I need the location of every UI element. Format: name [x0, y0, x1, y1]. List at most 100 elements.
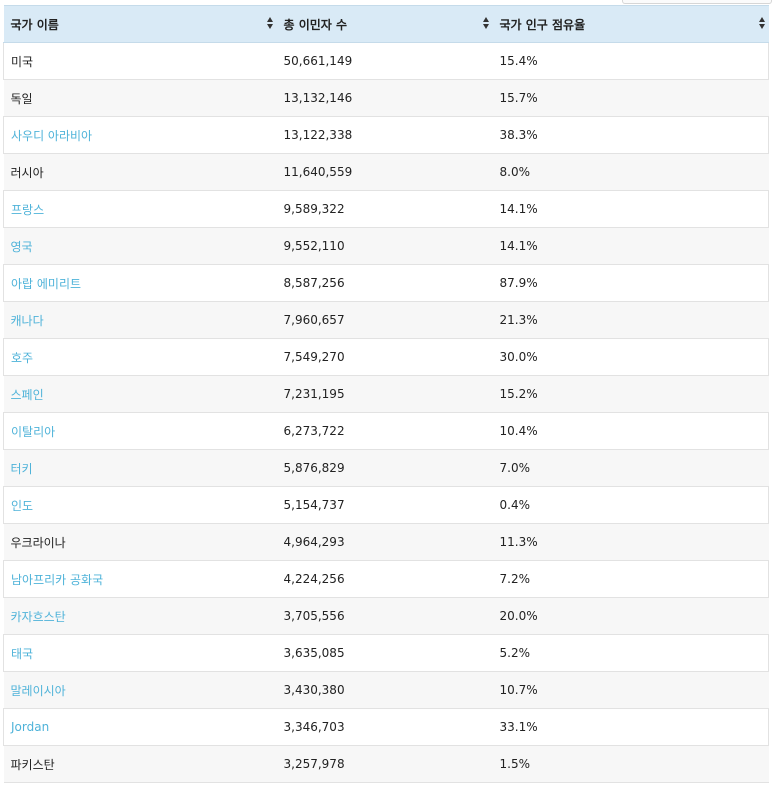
country-link[interactable]: 영국 [10, 239, 33, 254]
population-share-cell: 33.1% [492, 708, 769, 746]
total-immigrants-cell: 6,273,722 [276, 412, 493, 450]
table-row: 프랑스 9,589,322 14.1% [3, 190, 769, 228]
country-link[interactable]: 인도 [11, 498, 34, 513]
sort-updown-icon[interactable] [482, 17, 489, 30]
total-immigrants-cell: 3,257,978 [276, 745, 493, 783]
table-row: 영국 9,552,110 14.1% [3, 227, 769, 265]
top-right-frame-edge [622, 0, 772, 4]
country-link[interactable]: Jordan [11, 720, 50, 734]
table-header: 국가 이름 총 이민자 수 국가 인구 점유율 [3, 5, 769, 43]
table-row: 미국 50,661,149 15.4% [3, 42, 769, 80]
total-immigrants-cell: 8,587,256 [276, 264, 493, 302]
country-cell: 미국 [3, 42, 277, 80]
total-immigrants-cell: 5,154,737 [276, 486, 493, 524]
country-name: 러시아 [10, 165, 44, 180]
total-immigrants-cell: 4,964,293 [276, 523, 493, 561]
total-immigrants-cell: 7,549,270 [276, 338, 493, 376]
country-link[interactable]: 사우디 아라비아 [11, 128, 93, 143]
population-share-cell: 0.4% [492, 486, 769, 524]
country-cell: 사우디 아라비아 [3, 116, 277, 154]
total-immigrants-cell: 9,552,110 [276, 227, 493, 265]
population-share-cell: 87.9% [492, 264, 769, 302]
population-share-cell: 5.2% [492, 634, 769, 672]
total-immigrants-cell: 7,231,195 [276, 375, 493, 413]
country-link[interactable]: 캐나다 [10, 313, 44, 328]
population-share-cell: 7.0% [492, 449, 769, 487]
table-row: 스페인 7,231,195 15.2% [3, 375, 769, 413]
population-share-cell: 20.0% [492, 597, 769, 635]
country-cell: 태국 [3, 634, 277, 672]
immigration-table: 국가 이름 총 이민자 수 국가 인구 점유율 미국 50,661,149 15.4… [3, 5, 769, 783]
population-share-cell: 10.7% [492, 671, 769, 709]
country-cell: 영국 [3, 227, 277, 265]
table-row: 터키 5,876,829 7.0% [3, 449, 769, 487]
column-header-total-immigrants[interactable]: 총 이민자 수 [276, 5, 493, 43]
country-name: 독일 [10, 91, 33, 106]
country-cell: 독일 [3, 79, 277, 117]
country-cell: 카자흐스탄 [3, 597, 277, 635]
total-immigrants-cell: 13,122,338 [276, 116, 493, 154]
sort-updown-icon[interactable] [758, 17, 765, 30]
country-cell: 우크라이나 [3, 523, 277, 561]
country-cell: 남아프리카 공화국 [3, 560, 277, 598]
country-name: 미국 [11, 54, 34, 69]
country-link[interactable]: 터키 [10, 461, 33, 476]
population-share-cell: 15.7% [492, 79, 769, 117]
total-immigrants-cell: 50,661,149 [276, 42, 493, 80]
total-immigrants-cell: 11,640,559 [276, 153, 493, 191]
table-row: 파키스탄 3,257,978 1.5% [3, 745, 769, 783]
table-row: 호주 7,549,270 30.0% [3, 338, 769, 376]
column-header-country[interactable]: 국가 이름 [3, 5, 277, 43]
country-link[interactable]: 말레이시아 [10, 683, 66, 698]
country-cell: 터키 [3, 449, 277, 487]
table-row: Jordan 3,346,703 33.1% [3, 708, 769, 746]
country-cell: Jordan [3, 708, 277, 746]
country-link[interactable]: 태국 [11, 646, 34, 661]
table-row: 러시아 11,640,559 8.0% [3, 153, 769, 191]
country-name: 파키스탄 [10, 757, 55, 772]
population-share-cell: 10.4% [492, 412, 769, 450]
population-share-cell: 14.1% [492, 190, 769, 228]
total-immigrants-cell: 7,960,657 [276, 301, 493, 339]
population-share-cell: 11.3% [492, 523, 769, 561]
table-body: 미국 50,661,149 15.4% 독일 13,132,146 15.7% 사우디 아라… [3, 42, 769, 783]
population-share-cell: 8.0% [492, 153, 769, 191]
population-share-cell: 38.3% [492, 116, 769, 154]
column-header-population-share[interactable]: 국가 인구 점유율 [492, 5, 769, 43]
table-row: 우크라이나 4,964,293 11.3% [3, 523, 769, 561]
total-immigrants-cell: 3,635,085 [276, 634, 493, 672]
total-immigrants-cell: 3,430,380 [276, 671, 493, 709]
country-cell: 캐나다 [3, 301, 277, 339]
column-header-population-share-label: 국가 인구 점유율 [499, 17, 586, 32]
country-link[interactable]: 카자흐스탄 [10, 609, 66, 624]
table-row: 말레이시아 3,430,380 10.7% [3, 671, 769, 709]
country-cell: 프랑스 [3, 190, 277, 228]
sort-updown-icon[interactable] [266, 17, 273, 30]
population-share-cell: 15.4% [492, 42, 769, 80]
population-share-cell: 15.2% [492, 375, 769, 413]
country-cell: 말레이시아 [3, 671, 277, 709]
population-share-cell: 1.5% [492, 745, 769, 783]
total-immigrants-cell: 3,705,556 [276, 597, 493, 635]
table-row: 카자흐스탄 3,705,556 20.0% [3, 597, 769, 635]
country-cell: 스페인 [3, 375, 277, 413]
country-cell: 이탈리아 [3, 412, 277, 450]
table-row: 독일 13,132,146 15.7% [3, 79, 769, 117]
country-cell: 파키스탄 [3, 745, 277, 783]
country-link[interactable]: 이탈리아 [11, 424, 56, 439]
table-row: 태국 3,635,085 5.2% [3, 634, 769, 672]
total-immigrants-cell: 13,132,146 [276, 79, 493, 117]
country-link[interactable]: 남아프리카 공화국 [11, 572, 104, 587]
country-name: 우크라이나 [10, 535, 66, 550]
country-link[interactable]: 호주 [11, 350, 34, 365]
country-cell: 인도 [3, 486, 277, 524]
country-cell: 러시아 [3, 153, 277, 191]
country-link[interactable]: 프랑스 [11, 202, 45, 217]
country-cell: 아랍 에미리트 [3, 264, 277, 302]
population-share-cell: 7.2% [492, 560, 769, 598]
country-link[interactable]: 아랍 에미리트 [11, 276, 82, 291]
total-immigrants-cell: 4,224,256 [276, 560, 493, 598]
column-header-total-immigrants-label: 총 이민자 수 [283, 17, 348, 32]
country-link[interactable]: 스페인 [10, 387, 44, 402]
population-share-cell: 14.1% [492, 227, 769, 265]
